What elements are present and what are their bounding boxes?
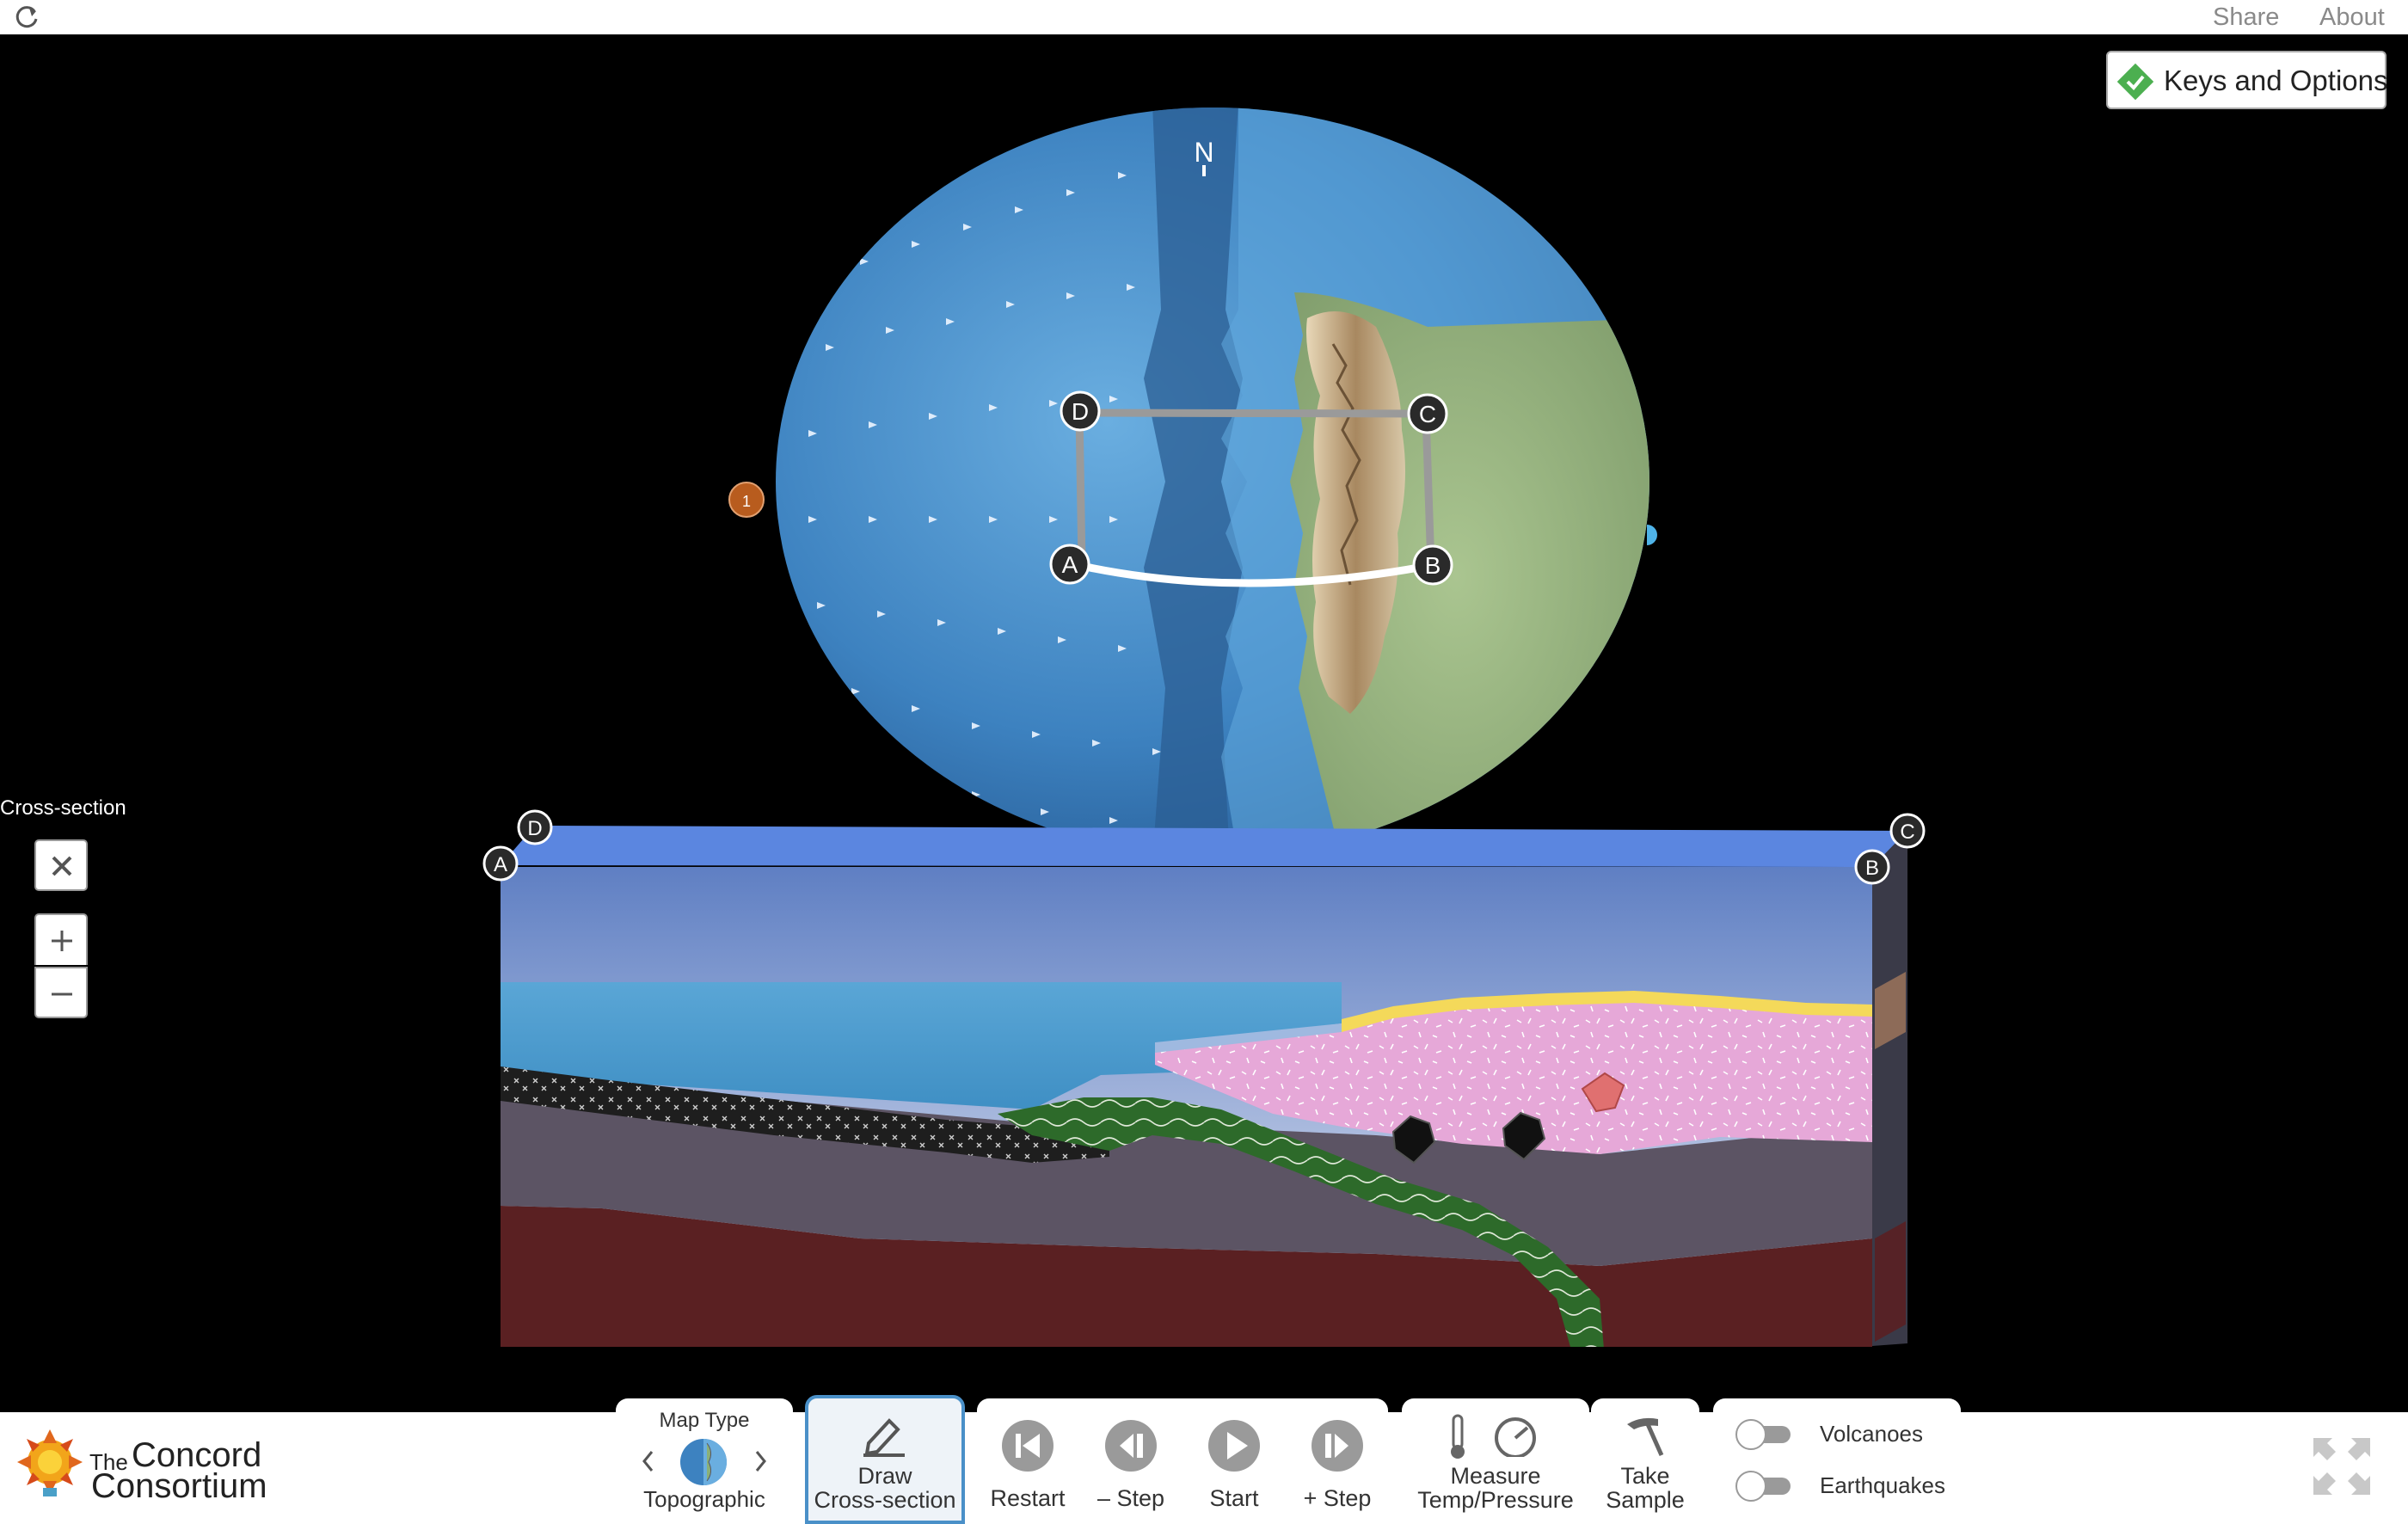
close-cross-section-button[interactable]	[34, 839, 88, 891]
xs-corner-a[interactable]: A	[482, 845, 519, 882]
chevron-left-icon[interactable]	[640, 1447, 657, 1476]
north-label: N	[1194, 137, 1213, 168]
earthquakes-toggle[interactable]: Earthquakes	[1734, 1469, 1957, 1503]
map-type-title: Map Type	[659, 1409, 750, 1432]
measure-panel	[1402, 1398, 1589, 1524]
check-diamond-icon	[2116, 63, 2154, 101]
rock-hammer-icon	[1627, 1417, 1664, 1457]
svg-text:A: A	[494, 853, 507, 876]
top-bar: Share About	[0, 0, 2408, 34]
svg-text:C: C	[1900, 820, 1914, 844]
zoom-out-button[interactable]	[34, 967, 88, 1018]
keys-and-options-label: Keys and Options	[2164, 65, 2388, 96]
minus-icon	[52, 992, 72, 996]
step-forward-button[interactable]: + Step	[1287, 1398, 1388, 1524]
plate-marker[interactable]	[728, 482, 765, 518]
map-type-value: Topographic	[643, 1486, 765, 1512]
svg-text:A: A	[1062, 551, 1078, 578]
step-back-icon	[1105, 1420, 1157, 1472]
thermometer-icon	[1451, 1414, 1465, 1459]
close-icon	[52, 856, 72, 876]
concord-consortium-logo[interactable]: The Concord Consortium	[15, 1428, 291, 1510]
about-link[interactable]: About	[2319, 3, 2385, 31]
svg-text:D: D	[1072, 398, 1089, 425]
step-forward-icon	[1312, 1420, 1363, 1472]
globe-point-b[interactable]: B	[1412, 544, 1453, 586]
toggle-switch-off[interactable]	[1734, 1469, 1796, 1503]
cross-section-title: Cross-section	[0, 796, 126, 820]
xs-corner-b[interactable]: B	[1854, 849, 1890, 885]
earthquakes-label: Earthquakes	[1820, 1472, 1945, 1498]
play-icon	[1208, 1420, 1260, 1472]
keys-and-options-button[interactable]: Keys and Options	[2106, 51, 2388, 109]
volcanoes-label: Volcanoes	[1820, 1421, 1923, 1447]
svg-text:B: B	[1865, 857, 1879, 880]
share-link[interactable]: Share	[2213, 3, 2280, 31]
pressure-gauge-icon	[1495, 1417, 1536, 1457]
plate-marker-label: 1	[742, 493, 751, 510]
svg-text:C: C	[1419, 401, 1436, 427]
globe-point-a[interactable]: A	[1049, 544, 1090, 585]
globe-point-d[interactable]: D	[1060, 390, 1101, 432]
step-back-button[interactable]: – Step	[1080, 1398, 1182, 1524]
lightbulb-logo-icon	[17, 1429, 83, 1496]
take-sample-button[interactable]: Take Sample	[1591, 1398, 1699, 1524]
volcanoes-toggle[interactable]: Volcanoes	[1734, 1417, 1957, 1452]
xs-corner-d[interactable]: D	[517, 809, 553, 845]
toggle-switch-off[interactable]	[1734, 1417, 1796, 1452]
chevron-right-icon[interactable]	[752, 1447, 769, 1476]
toggles-panel	[1713, 1398, 1961, 1524]
globe[interactable]: N 1 D C A B	[728, 103, 1668, 860]
draw-cross-section-button[interactable]: Draw Cross-section	[805, 1395, 965, 1524]
svg-text:D: D	[527, 817, 542, 840]
map-type-panel: Map Type Topographic	[616, 1398, 793, 1524]
xs-corner-c[interactable]: C	[1889, 813, 1926, 849]
start-button[interactable]: Start	[1183, 1398, 1285, 1524]
zoom-in-button[interactable]	[34, 913, 88, 965]
restart-icon	[1002, 1420, 1054, 1472]
measure-temp-pressure-button[interactable]: Measure Temp/Pressure	[1402, 1398, 1589, 1524]
cross-section-view[interactable]: D A C B	[482, 809, 1926, 1412]
globe-map-icon[interactable]	[678, 1436, 729, 1488]
svg-text:B: B	[1425, 552, 1441, 579]
globe-point-c[interactable]: C	[1407, 393, 1448, 434]
restart-button[interactable]: Restart	[977, 1398, 1078, 1524]
fullscreen-icon[interactable]	[2310, 1435, 2374, 1498]
model-view[interactable]: N 1 D C A B	[0, 34, 2408, 1412]
pencil-icon	[863, 1418, 905, 1457]
reload-icon[interactable]	[12, 3, 41, 33]
plus-icon	[52, 931, 72, 951]
